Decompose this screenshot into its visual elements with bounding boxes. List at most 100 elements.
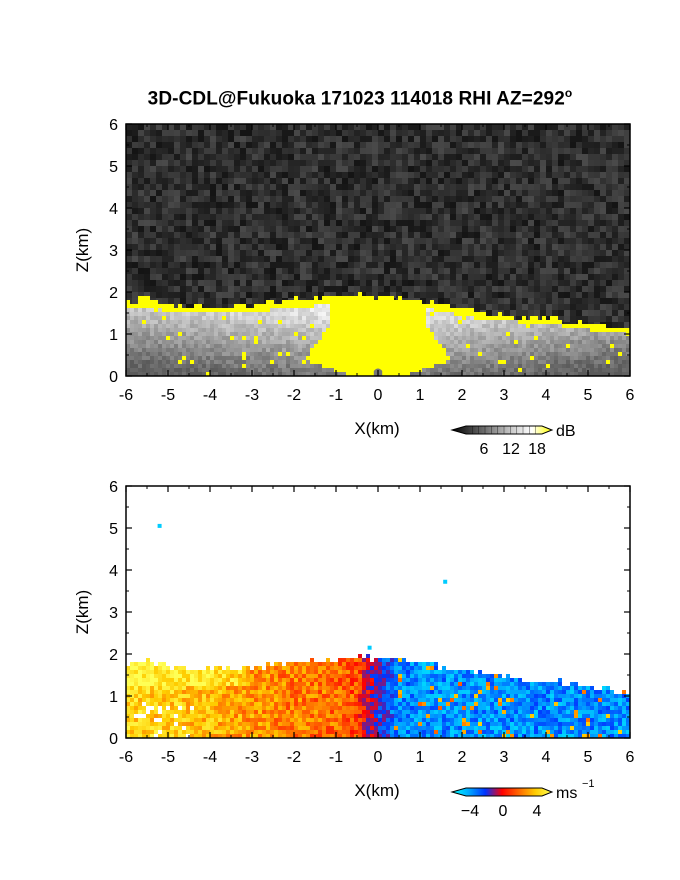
signal-cell bbox=[318, 304, 322, 308]
noise-cell bbox=[198, 298, 204, 304]
noise-cell bbox=[234, 184, 240, 190]
noise-cell bbox=[348, 286, 354, 292]
noise-cell bbox=[162, 166, 168, 172]
signal-cell bbox=[354, 304, 358, 308]
noise-cell bbox=[384, 274, 390, 280]
noise-cell bbox=[348, 208, 354, 214]
signal-cell bbox=[178, 336, 182, 340]
signal-cell bbox=[310, 304, 314, 308]
noise-cell bbox=[156, 298, 162, 304]
noise-cell bbox=[246, 292, 252, 298]
signal-cell bbox=[258, 344, 262, 348]
signal-cell bbox=[382, 344, 386, 348]
noise-cell bbox=[540, 172, 546, 178]
noise-cell bbox=[240, 226, 246, 232]
noise-cell bbox=[372, 274, 378, 280]
noise-cell bbox=[240, 172, 246, 178]
noise-cell bbox=[528, 130, 534, 136]
noise-cell bbox=[468, 220, 474, 226]
noise-cell bbox=[300, 124, 306, 130]
signal-cell bbox=[366, 340, 370, 344]
noise-cell bbox=[270, 142, 276, 148]
noise-cell bbox=[132, 274, 138, 280]
noise-cell bbox=[336, 238, 342, 244]
signal-cell bbox=[274, 312, 278, 316]
signal-cell bbox=[218, 356, 222, 360]
noise-cell bbox=[384, 160, 390, 166]
noise-cell bbox=[300, 208, 306, 214]
noise-cell bbox=[168, 280, 174, 286]
signal-cell bbox=[342, 352, 346, 356]
noise-cell bbox=[294, 220, 300, 226]
noise-cell bbox=[552, 166, 558, 172]
noise-cell bbox=[462, 274, 468, 280]
signal-cell bbox=[334, 316, 338, 320]
noise-cell bbox=[294, 232, 300, 238]
signal-cell bbox=[382, 304, 386, 308]
noise-cell bbox=[468, 172, 474, 178]
noise-cell bbox=[534, 232, 540, 238]
noise-cell bbox=[174, 274, 180, 280]
noise-cell bbox=[168, 172, 174, 178]
signal-cell bbox=[358, 292, 362, 296]
signal-cell bbox=[234, 312, 238, 316]
noise-cell bbox=[558, 244, 564, 250]
noise-cell bbox=[612, 280, 618, 286]
signal-cell bbox=[354, 324, 358, 328]
signal-cell bbox=[178, 372, 182, 376]
signal-cell bbox=[186, 316, 190, 320]
signal-cell bbox=[150, 320, 154, 324]
signal-cell bbox=[138, 372, 142, 376]
noise-cell bbox=[222, 178, 228, 184]
noise-cell bbox=[498, 244, 504, 250]
signal-cell bbox=[326, 328, 330, 332]
noise-cell bbox=[408, 196, 414, 202]
signal-cell bbox=[346, 340, 350, 344]
signal-cell bbox=[246, 344, 250, 348]
signal-cell bbox=[210, 368, 214, 372]
noise-cell bbox=[330, 256, 336, 262]
noise-cell bbox=[546, 142, 552, 148]
signal-cell bbox=[194, 324, 198, 328]
noise-cell bbox=[174, 124, 180, 130]
signal-cell bbox=[198, 352, 202, 356]
signal-cell bbox=[430, 352, 434, 356]
noise-cell bbox=[522, 232, 528, 238]
signal-cell bbox=[438, 352, 442, 356]
noise-cell bbox=[342, 286, 348, 292]
noise-cell bbox=[552, 220, 558, 226]
noise-cell bbox=[594, 166, 600, 172]
signal-cell bbox=[282, 336, 286, 340]
noise-cell bbox=[228, 160, 234, 166]
signal-cell bbox=[322, 364, 326, 368]
noise-cell bbox=[288, 190, 294, 196]
noise-cell bbox=[432, 136, 438, 142]
noise-cell bbox=[180, 268, 186, 274]
noise-cell bbox=[552, 244, 558, 250]
noise-cell bbox=[186, 244, 192, 250]
noise-cell bbox=[546, 292, 552, 298]
noise-cell bbox=[252, 184, 258, 190]
noise-cell bbox=[216, 214, 222, 220]
noise-cell bbox=[594, 172, 600, 178]
signal-cell bbox=[214, 320, 218, 324]
signal-cell bbox=[178, 324, 182, 328]
noise-cell bbox=[444, 292, 450, 298]
signal-cell bbox=[434, 332, 438, 336]
signal-cell bbox=[314, 336, 318, 340]
noise-cell bbox=[528, 124, 534, 130]
noise-cell bbox=[396, 292, 402, 298]
noise-cell bbox=[234, 142, 240, 148]
noise-cell bbox=[402, 202, 408, 208]
noise-cell bbox=[282, 292, 288, 298]
noise-cell bbox=[576, 304, 582, 310]
noise-cell bbox=[402, 154, 408, 160]
noise-cell bbox=[456, 202, 462, 208]
signal-cell bbox=[354, 340, 358, 344]
noise-cell bbox=[480, 232, 486, 238]
noise-cell bbox=[414, 214, 420, 220]
noise-cell bbox=[150, 280, 156, 286]
noise-cell bbox=[462, 184, 468, 190]
noise-cell bbox=[480, 256, 486, 262]
noise-cell bbox=[174, 280, 180, 286]
